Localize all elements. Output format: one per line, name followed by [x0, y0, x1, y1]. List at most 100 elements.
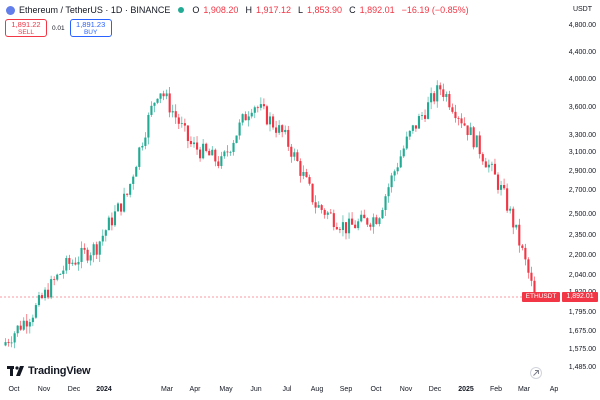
candle-body	[408, 130, 411, 137]
candle-body	[363, 214, 366, 219]
candle-body	[74, 262, 77, 265]
candle-body	[208, 150, 211, 156]
candle-body	[460, 118, 463, 124]
candle-body	[427, 102, 430, 119]
candle-body	[71, 262, 74, 264]
time-tick-label: 2024	[96, 386, 112, 393]
candle-body	[40, 295, 44, 299]
candle-body	[278, 125, 281, 133]
candle-body	[420, 115, 424, 117]
price-tick-label: 3,100.00	[568, 149, 596, 156]
candle-body	[226, 151, 229, 153]
candle-body	[469, 127, 472, 136]
candle-body	[135, 166, 138, 177]
candle-body	[442, 89, 445, 97]
sell-button[interactable]: 1,891.22 SELL	[5, 19, 47, 37]
candle-body	[326, 212, 329, 215]
currency-label[interactable]: USDT	[572, 6, 592, 13]
candle-body	[199, 149, 202, 159]
candle-body	[256, 107, 259, 109]
candle-body	[360, 214, 363, 222]
price-tick-label: 2,700.00	[568, 187, 596, 194]
candle-body	[174, 111, 177, 118]
candle-body	[107, 217, 110, 231]
ohlc-low-value: 1,853.90	[307, 5, 343, 15]
time-tick-label: 2025	[458, 386, 474, 393]
candle-body	[390, 175, 393, 188]
price-change: −16.19 (−0.85%)	[401, 5, 469, 15]
candle-body	[25, 320, 28, 327]
candle-body	[47, 289, 50, 298]
candle-body	[387, 187, 390, 197]
ohlc-close-label: C	[349, 5, 356, 15]
price-tick-label: 2,500.00	[568, 211, 596, 218]
tradingview-brand[interactable]: TradingView	[7, 365, 91, 377]
candle-body	[521, 245, 524, 248]
candle-body	[454, 111, 457, 119]
candle-body	[475, 135, 478, 148]
candle-body	[524, 247, 527, 260]
buy-label: BUY	[83, 29, 98, 36]
time-tick-label: Sep	[339, 386, 353, 393]
go-to-realtime-button[interactable]	[530, 367, 542, 379]
candle-body	[433, 93, 436, 102]
price-tick-label: 4,000.00	[568, 76, 596, 83]
candle-body	[396, 167, 399, 172]
price-tick-label: 3,600.00	[568, 104, 596, 111]
ohlc-low-label: L	[298, 5, 304, 15]
candle-body	[180, 123, 183, 124]
candle-body	[7, 342, 10, 343]
candle-body	[165, 93, 168, 97]
candle-body	[211, 149, 214, 156]
candle-body	[451, 107, 454, 112]
candle-body	[515, 224, 518, 228]
candle-body	[393, 171, 396, 176]
candle-body	[77, 261, 80, 265]
candle-body	[499, 185, 503, 190]
candle-body	[229, 151, 232, 153]
candle-body	[305, 171, 308, 178]
candle-body	[262, 104, 265, 107]
candle-body	[478, 135, 481, 155]
candle-body	[372, 217, 375, 227]
candle-body	[113, 211, 117, 226]
candles-group	[4, 80, 536, 349]
symbol-title[interactable]: Ethereum / TetherUS · 1D · BINANCE	[19, 5, 171, 15]
candle-body	[59, 273, 62, 275]
time-tick-label: Feb	[489, 386, 503, 393]
candle-body	[481, 154, 484, 162]
candle-body	[493, 163, 497, 175]
candle-body	[472, 127, 475, 148]
candle-body	[34, 305, 37, 318]
ethereum-logo-icon	[6, 5, 15, 15]
ohlc-open-value: 1,908.20	[203, 5, 239, 15]
candle-body	[62, 270, 65, 274]
candle-body	[22, 320, 25, 330]
chart-header: Ethereum / TetherUS · 1D · BINANCE O 1,9…	[0, 0, 560, 42]
candle-body	[445, 94, 448, 97]
candle-body	[31, 317, 34, 323]
candle-body	[399, 156, 402, 168]
candle-body	[314, 202, 317, 208]
candle-body	[338, 229, 341, 231]
candle-body	[402, 148, 405, 157]
time-tick-label: Nov	[37, 386, 51, 393]
price-tick-label: 2,350.00	[568, 232, 596, 239]
candle-body	[202, 143, 205, 159]
candle-body	[281, 125, 284, 133]
candle-body	[290, 146, 293, 157]
candle-body	[271, 116, 275, 128]
sell-label: SELL	[18, 29, 34, 36]
candle-body	[268, 116, 272, 125]
candle-body	[366, 218, 369, 225]
candle-body	[299, 161, 302, 176]
candle-body	[518, 224, 521, 246]
candle-body	[141, 145, 144, 148]
buy-button[interactable]: 1,891.23 BUY	[69, 19, 112, 37]
candle-body	[83, 247, 86, 250]
time-tick-label: Apr	[189, 386, 201, 393]
candle-body	[92, 244, 95, 256]
candle-body	[287, 129, 290, 147]
candle-body	[104, 230, 107, 236]
